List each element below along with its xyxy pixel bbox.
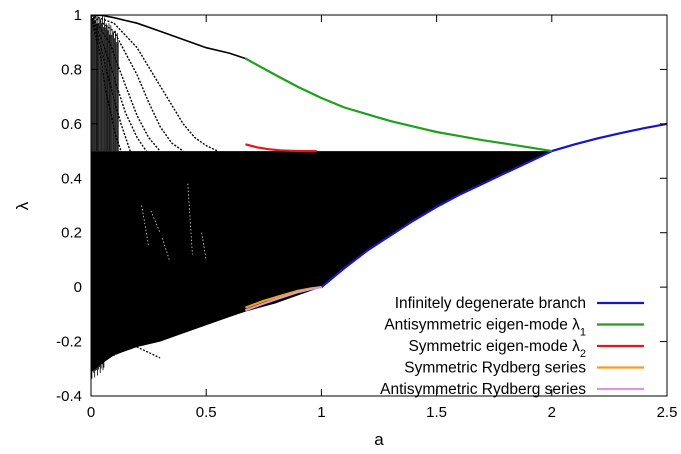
x-tick-label: 0.5	[196, 404, 217, 421]
degenerate-top-curve	[91, 15, 246, 60]
band-streak	[187, 183, 193, 255]
y-axis-label: λ	[13, 201, 32, 210]
falling-eigen-curve	[91, 15, 161, 152]
series-line-2	[245, 143, 317, 153]
x-tick-label: 1.5	[426, 404, 447, 421]
band-streak	[150, 210, 161, 233]
plot-frame	[90, 14, 668, 397]
y-tick-label: -0.4	[56, 388, 82, 405]
legend-label: Symmetric eigen-mode λ2	[408, 338, 586, 360]
series-line-1	[244, 57, 552, 153]
series-line-4	[245, 286, 322, 312]
y-tick-label: 0	[74, 279, 82, 296]
y-tick-label: 0.2	[61, 225, 82, 242]
axis-ticks	[90, 14, 668, 397]
falling-eigen-curve	[91, 15, 219, 152]
band-streak	[162, 238, 170, 261]
falling-eigen-curve	[91, 15, 184, 152]
x-tick-label: 2.5	[657, 404, 678, 421]
legend-label: Antisymmetric Rydberg series	[380, 381, 586, 398]
y-tick-label: 0.4	[61, 170, 82, 187]
legend-label: Symmetric Rydberg series	[404, 360, 586, 377]
legend-label: Infinitely degenerate branch	[395, 295, 586, 312]
legend: Infinitely degenerate branch Antisymmetri…	[380, 295, 644, 398]
x-tick-label: 0	[87, 404, 95, 421]
x-axis-label: a	[374, 430, 384, 449]
y-tick-label: 0.8	[61, 61, 82, 78]
y-tick-label: 0.6	[61, 116, 82, 133]
legend-label: Antisymmetric eigen-mode λ1	[384, 317, 586, 339]
negative-eigen-curve	[95, 313, 161, 359]
x-tick-label: 1	[317, 404, 325, 421]
negative-eigen-curve	[95, 305, 246, 345]
y-tick-label: 1	[74, 7, 82, 24]
negative-eigen-curve	[95, 308, 246, 356]
falling-eigen-curve	[91, 15, 122, 152]
falling-eigen-curve	[91, 15, 147, 152]
tick-labels: 0 0.5 1 1.5 2 2.5 -0.4 -0.2 0 0.2 0.4 0.6 0.8 1	[56, 7, 677, 421]
falling-eigen-curve	[91, 15, 131, 152]
band-streak	[201, 232, 207, 260]
series-line-0	[320, 122, 667, 288]
x-tick-label: 2	[548, 404, 556, 421]
negative-eigen-curve	[95, 300, 246, 329]
series-lines	[244, 57, 667, 312]
y-tick-label: -0.2	[56, 334, 82, 351]
